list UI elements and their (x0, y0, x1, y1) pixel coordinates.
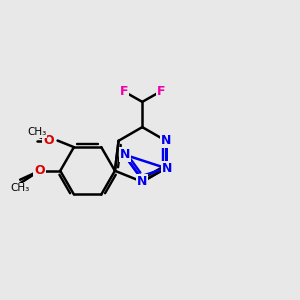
Text: N: N (137, 175, 148, 188)
Text: F: F (120, 85, 128, 98)
Text: O: O (34, 164, 45, 177)
Text: N: N (162, 162, 172, 175)
Text: N: N (120, 148, 130, 161)
Text: O: O (43, 134, 54, 147)
Text: O: O (43, 134, 54, 147)
Text: CH₃: CH₃ (28, 127, 47, 137)
Text: N: N (161, 134, 171, 147)
Text: CH₃: CH₃ (11, 183, 30, 193)
Text: O: O (34, 164, 45, 177)
Text: F: F (157, 85, 165, 98)
